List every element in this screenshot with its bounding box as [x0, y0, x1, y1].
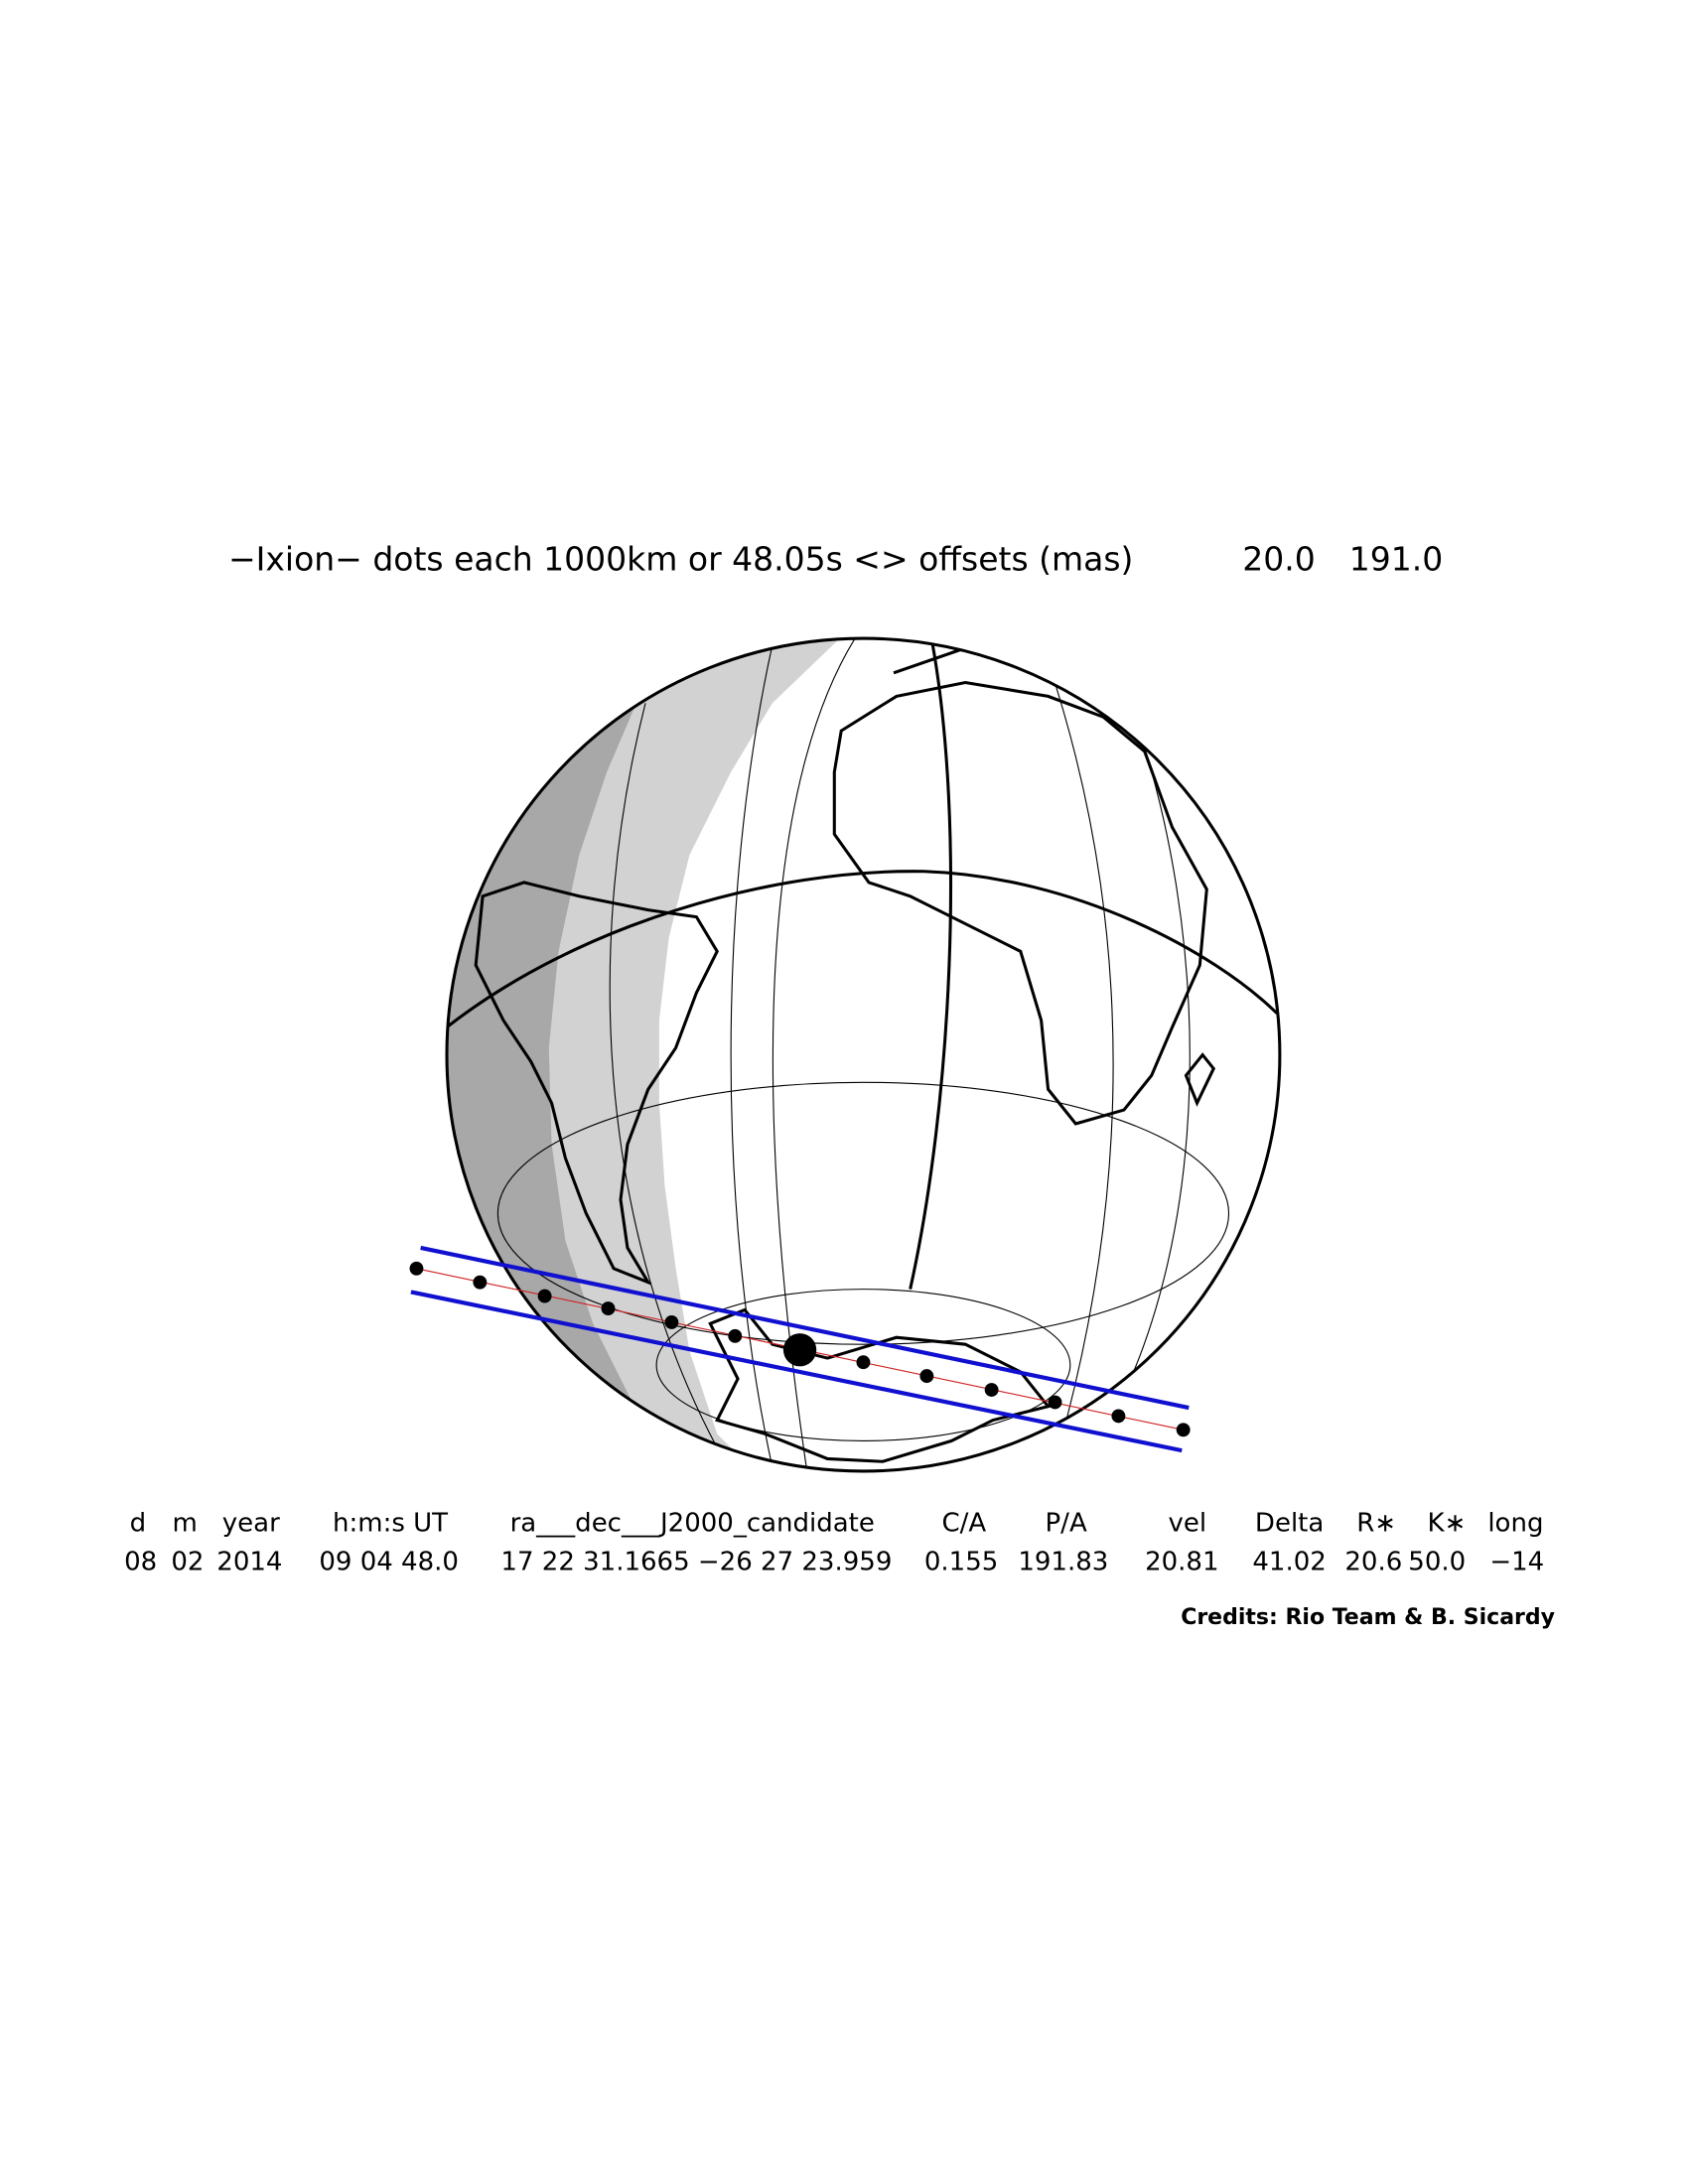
table-header: vel: [1169, 1509, 1207, 1539]
table-cell: 191.83: [1018, 1548, 1108, 1577]
table-header: m: [172, 1509, 197, 1539]
map-graphic: [409, 636, 1282, 1473]
table-cell: 0.155: [924, 1548, 998, 1577]
shadow-path: [409, 1245, 1191, 1453]
title: −Ixion− dots each 1000km or 48.05s <> of…: [228, 540, 1133, 579]
table-header: Delta: [1255, 1509, 1324, 1539]
table-header: h:m:s UT: [333, 1509, 448, 1539]
table-cell: 50.0: [1408, 1548, 1466, 1577]
table-cell: 09 04 48.0: [319, 1548, 459, 1577]
table-cell: 17 22 31.1665 −26 27 23.959: [500, 1548, 892, 1577]
table-cell: 20.6: [1344, 1548, 1402, 1577]
table-cell: −14: [1489, 1548, 1544, 1577]
credits: Credits: Rio Team & B. Sicardy: [1181, 1605, 1555, 1630]
table-cell: 02: [171, 1548, 204, 1577]
globe-limb: [445, 636, 1282, 1473]
table-header: year: [222, 1509, 280, 1539]
offset: 20.0: [1242, 540, 1315, 579]
table-header: R∗: [1356, 1509, 1396, 1539]
table-header: d: [130, 1509, 147, 1539]
table-cell: 41.02: [1252, 1548, 1326, 1577]
table-header: C/A: [941, 1509, 986, 1539]
table-cell: 20.81: [1145, 1548, 1218, 1577]
table-header: long: [1487, 1509, 1543, 1539]
globe-fill: [447, 638, 1280, 1471]
table-cell: 2014: [216, 1548, 282, 1577]
table-header: P/A: [1046, 1509, 1087, 1539]
table-header: ra___dec___J2000_candidate: [510, 1509, 875, 1539]
table-cell: 08: [124, 1548, 157, 1577]
offset: 191.0: [1349, 540, 1443, 579]
table-header: K∗: [1428, 1509, 1467, 1539]
